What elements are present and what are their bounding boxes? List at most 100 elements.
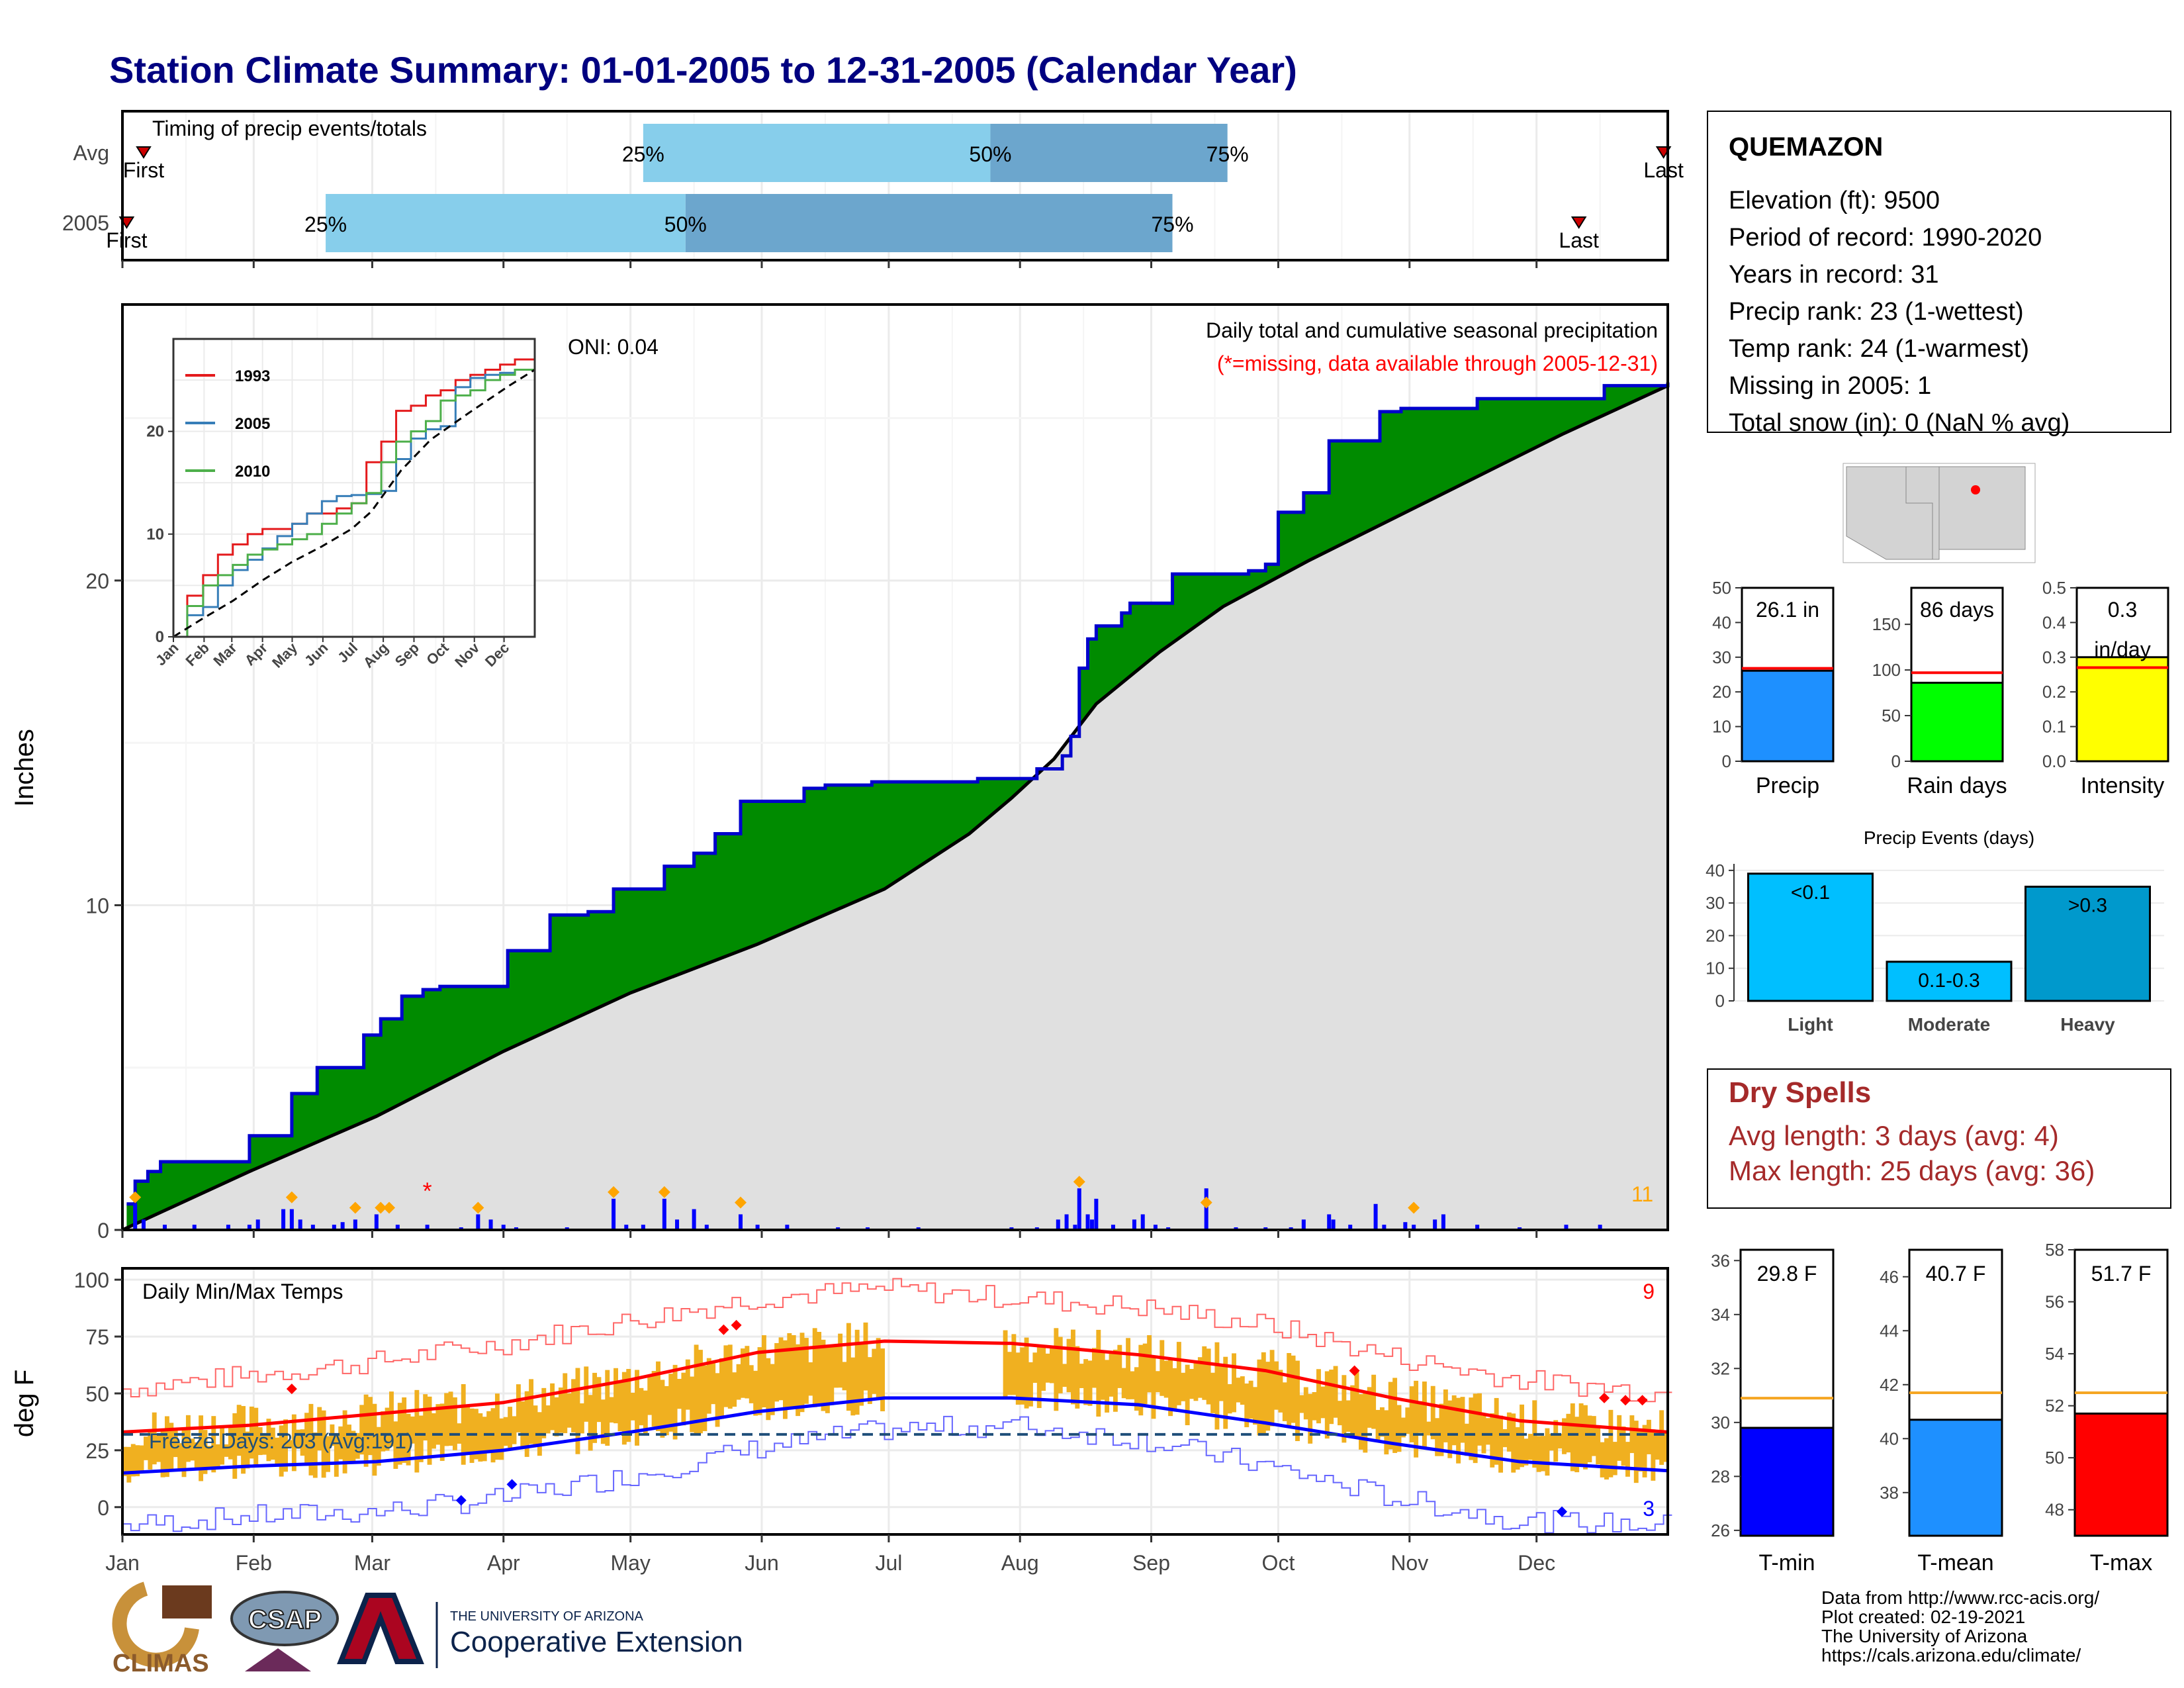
gauge-tick-label: 0.2 — [2042, 682, 2066, 702]
precip-ylabel: Inches — [10, 729, 39, 807]
daily-temp-bar — [444, 1393, 449, 1446]
tgauge-tick-label: 56 — [2045, 1292, 2064, 1312]
daily-temp-bar — [257, 1427, 263, 1456]
station-detail: Temp rank: 24 (1-warmest) — [1729, 335, 2029, 363]
daily-temp-bar — [389, 1391, 394, 1447]
temps-frame — [121, 1267, 1669, 1536]
timing-title: Timing of precip events/totals — [152, 117, 427, 140]
daily-temp-bar — [1126, 1338, 1131, 1399]
events-bar-label: 0.1-0.3 — [1918, 970, 1979, 992]
daily-precip-bar — [1382, 1225, 1387, 1230]
tgauge-tick-label: 42 — [1880, 1375, 1899, 1395]
station-info-box: QUEMAZON Elevation (ft): 9500 Period of r… — [1707, 111, 2171, 437]
daily-temp-bar — [571, 1379, 576, 1432]
daily-temp-bar — [1024, 1337, 1029, 1409]
daily-precip-bar — [1564, 1225, 1569, 1230]
daily-temp-bar — [1113, 1349, 1118, 1412]
daily-temp-bar — [1439, 1403, 1444, 1456]
daily-temp-bar — [761, 1335, 766, 1408]
daily-precip-bar — [226, 1225, 230, 1230]
tgauge-tick-label: 50 — [2045, 1448, 2064, 1468]
daily-temp-bar — [486, 1411, 492, 1451]
daily-temp-bar — [1218, 1364, 1224, 1401]
tgauge-tick-label: 58 — [2045, 1240, 2064, 1260]
daily-temp-bar — [1587, 1415, 1592, 1463]
ytick-label: 0 — [97, 1219, 109, 1243]
daily-temp-bar — [842, 1362, 847, 1391]
daily-temp-bar — [220, 1427, 225, 1465]
ytick-label: 50 — [85, 1382, 109, 1406]
daily-temp-bar — [1524, 1438, 1529, 1466]
daily-temp-bar — [1253, 1387, 1257, 1425]
daily-precip-bar — [1153, 1225, 1158, 1230]
daily-temp-bar — [719, 1358, 724, 1419]
event-marker — [129, 1191, 142, 1203]
daily-temp-bar — [1477, 1393, 1482, 1446]
month-label: May — [610, 1551, 650, 1575]
events-bar-label: <0.1 — [1791, 882, 1830, 904]
daily-temp-bar — [651, 1371, 657, 1427]
daily-temp-bar — [1100, 1352, 1105, 1400]
record-high-marker — [1599, 1392, 1610, 1403]
daily-temp-bar — [812, 1328, 817, 1407]
daily-temp-bar — [1384, 1410, 1389, 1455]
events-tick-label: 10 — [1706, 959, 1725, 978]
daily-precip-bar — [332, 1225, 336, 1230]
daily-temp-bar — [414, 1389, 420, 1473]
last-label: Last — [1643, 158, 1684, 182]
daily-precip-bar — [133, 1203, 138, 1230]
daily-temp-bar — [681, 1372, 686, 1426]
record-high-marker — [286, 1383, 297, 1395]
daily-precip-bar — [1403, 1222, 1408, 1230]
daily-temp-bar — [550, 1383, 555, 1430]
daily-temp-bar — [817, 1332, 822, 1407]
daily-temp-bar — [803, 1338, 809, 1404]
daily-temp-bar — [1638, 1429, 1643, 1472]
daily-temp-bar — [749, 1365, 754, 1403]
daily-temp-bar — [1527, 1434, 1533, 1460]
daily-temp-bar — [1096, 1329, 1101, 1417]
daily-temp-bar — [1007, 1352, 1012, 1395]
ytick-label: 75 — [85, 1325, 109, 1349]
daily-temp-bar — [825, 1346, 830, 1413]
tgauge-value: 29.8 F — [1757, 1262, 1817, 1286]
daily-temp-bar — [1163, 1360, 1169, 1398]
daily-temp-bar — [1591, 1416, 1596, 1456]
inset-ytick-label: 0 — [156, 628, 164, 646]
daily-temp-bar — [160, 1429, 165, 1477]
daily-temp-bar — [381, 1411, 386, 1452]
gauge-bar — [1910, 681, 2004, 763]
footer: CLIMAS CSAP THE UNIVERSITY OF ARIZONA Co… — [112, 1581, 2099, 1677]
daily-temp-bar — [206, 1446, 212, 1469]
daily-precip-bar — [1598, 1225, 1602, 1230]
tgauge-tick-label: 32 — [1711, 1358, 1730, 1378]
footer-credit: https://cals.arizona.edu/climate/ — [1821, 1645, 2081, 1665]
daily-temp-bar — [1299, 1395, 1304, 1413]
daily-temp-bar — [1354, 1372, 1359, 1437]
event-marker — [375, 1201, 387, 1214]
daily-precip-bar — [1089, 1219, 1094, 1230]
arizona-university-text: THE UNIVERSITY OF ARIZONA — [450, 1609, 644, 1624]
daily-temp-bar — [1248, 1380, 1253, 1419]
daily-temp-bar — [143, 1436, 148, 1460]
daily-temp-bar — [1583, 1405, 1588, 1470]
daily-temp-bar — [363, 1394, 369, 1467]
daily-temp-bar — [130, 1444, 136, 1477]
daily-temp-bar — [1338, 1401, 1342, 1426]
timing-50-label: 50% — [664, 212, 707, 236]
daily-temp-bar — [1520, 1404, 1524, 1468]
daily-temp-bar — [291, 1414, 296, 1472]
daily-temp-bar — [1409, 1386, 1414, 1442]
daily-temp-bar — [1058, 1336, 1063, 1393]
gauge-bar — [2075, 656, 2169, 763]
record-max-line — [122, 1278, 1672, 1403]
daily-temp-bar — [1075, 1346, 1080, 1409]
daily-temp-bar — [1320, 1386, 1326, 1419]
events-bar — [1747, 872, 1874, 1002]
month-label: Jan — [105, 1551, 140, 1575]
daily-temp-bar — [690, 1376, 695, 1432]
tgauge-tick-label: 46 — [1880, 1267, 1899, 1287]
gauge-tick-label: 0 — [1722, 751, 1731, 771]
extreme-count: 11 — [1631, 1182, 1653, 1206]
gauge-label: Intensity — [2081, 773, 2165, 798]
